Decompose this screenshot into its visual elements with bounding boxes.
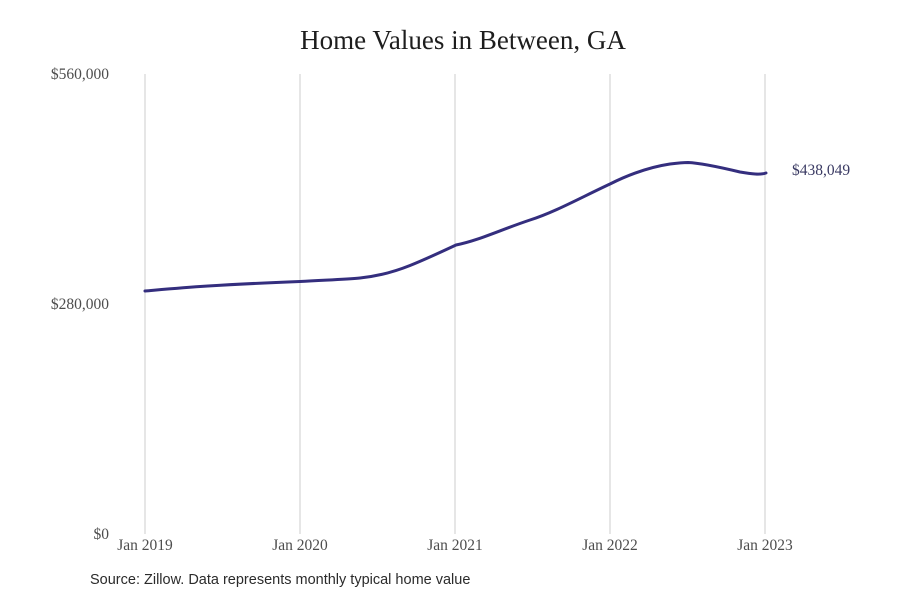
svg-text:$280,000: $280,000: [51, 296, 109, 313]
svg-text:Jan 2021: Jan 2021: [427, 537, 483, 554]
svg-text:Jan 2023: Jan 2023: [737, 537, 793, 554]
svg-text:$560,000: $560,000: [51, 66, 109, 83]
svg-text:Jan 2019: Jan 2019: [117, 537, 173, 554]
svg-text:Jan 2022: Jan 2022: [582, 537, 638, 554]
svg-text:Jan 2020: Jan 2020: [272, 537, 328, 554]
svg-text:$0: $0: [94, 526, 110, 543]
svg-text:$438,049: $438,049: [792, 162, 850, 179]
